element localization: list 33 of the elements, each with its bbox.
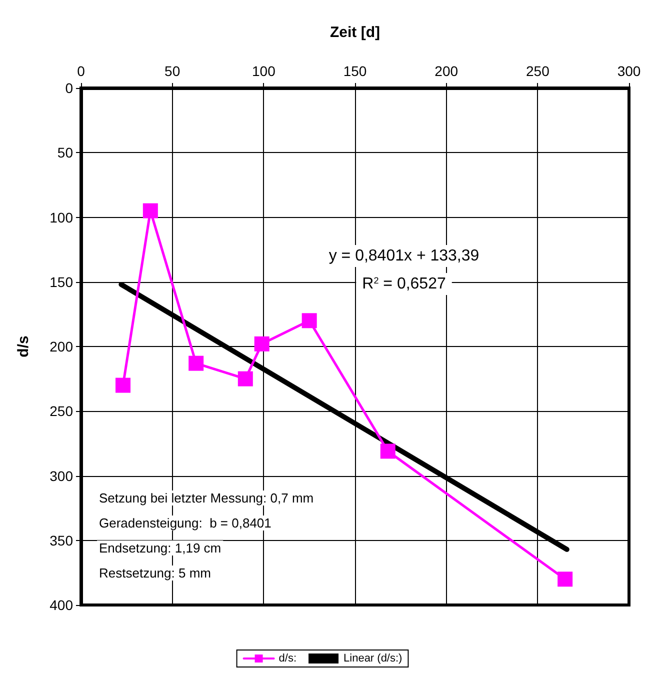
y-tick-label: 100 — [50, 209, 74, 226]
x-tick-label: 200 — [434, 63, 458, 79]
y-axis-title: d/s — [15, 336, 32, 358]
x-axis-title: Zeit [d] — [330, 24, 380, 41]
annotation: Geradensteigung: b = 0,8401 — [99, 516, 272, 530]
y-tick-label: 300 — [50, 468, 74, 484]
legend-label: Linear (d/s:) — [344, 652, 402, 664]
point — [142, 203, 158, 218]
x-tick-label: 300 — [617, 63, 641, 79]
y-tick-label: 150 — [50, 274, 74, 290]
x-tick-label: 0 — [77, 63, 86, 79]
y-tick-label: 50 — [57, 144, 74, 161]
y-tick-label: 250 — [50, 403, 74, 420]
x-tick-label: 50 — [164, 63, 180, 79]
x-tick-label: 150 — [343, 63, 367, 79]
y-tick-label: 350 — [50, 532, 74, 548]
y-tick-label: 400 — [50, 597, 74, 613]
point — [116, 378, 131, 393]
x-tick-label: 100 — [252, 63, 276, 79]
annotation: Endsetzung: 1,19 cm — [99, 540, 222, 556]
x-tick-label: 250 — [526, 63, 550, 79]
point — [558, 572, 573, 587]
point — [188, 356, 204, 371]
y-tick-label: 0 — [65, 80, 74, 96]
y-tick-label: 200 — [50, 338, 74, 354]
point — [380, 444, 396, 459]
point — [238, 371, 253, 386]
annotation: Restsetzung: 5 mm — [99, 566, 211, 580]
point — [254, 336, 270, 352]
point — [302, 313, 317, 328]
annotation: Setzung bei letzter Messung: 0,7 mm — [99, 490, 314, 506]
annotation: y = 0,8401x + 133,39 — [328, 248, 480, 264]
legend-label: d/s: — [278, 652, 297, 664]
